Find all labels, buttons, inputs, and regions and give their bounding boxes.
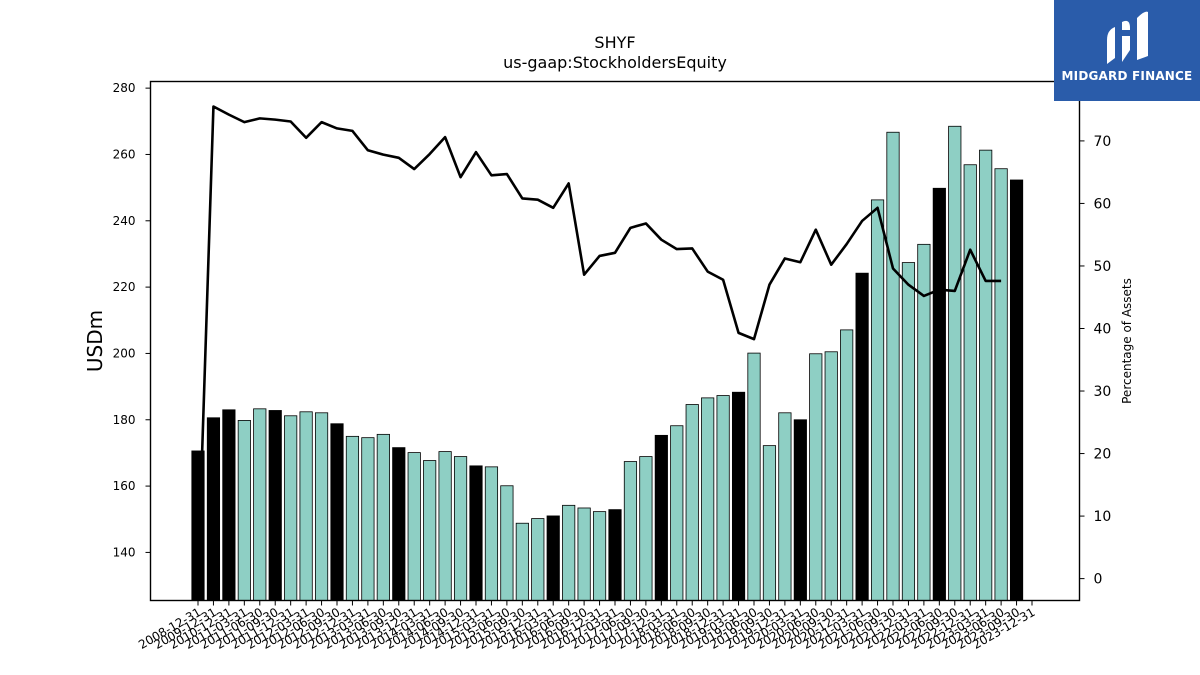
bar xyxy=(206,417,221,601)
bar xyxy=(1009,179,1024,601)
y-axis-right: 0 10 20 30 40 50 60 70 xyxy=(1079,134,1112,588)
y-axis-left: 140 160 180 200 220 240 260 280 xyxy=(113,81,151,559)
bar xyxy=(376,433,390,601)
bar xyxy=(901,262,916,601)
bar xyxy=(330,423,344,601)
bar xyxy=(608,509,622,601)
bar xyxy=(592,511,607,601)
y-axis-label: USDm xyxy=(83,310,107,372)
bar xyxy=(423,460,437,601)
line-path xyxy=(196,105,1002,579)
chart-subtitle: us-gaap:StockholdersEquity xyxy=(503,53,727,72)
bar xyxy=(855,272,869,601)
bar xyxy=(870,199,885,601)
y-tick-label: 220 xyxy=(113,280,136,294)
y2-tick-label: 20 xyxy=(1094,447,1112,463)
y2-tick-label: 0 xyxy=(1094,572,1103,588)
y2-tick-label: 70 xyxy=(1094,134,1112,150)
bar xyxy=(237,420,251,601)
y-tick-label: 280 xyxy=(113,81,136,95)
bar xyxy=(793,419,807,601)
bar xyxy=(453,456,468,601)
bar xyxy=(840,329,854,601)
y-tick-label: 180 xyxy=(113,413,136,427)
bar xyxy=(932,187,946,601)
bar xyxy=(685,404,699,601)
bar xyxy=(639,456,653,601)
bar xyxy=(253,408,267,601)
bar xyxy=(623,461,638,601)
bar xyxy=(778,412,792,601)
y-tick-label: 260 xyxy=(113,147,136,161)
bar xyxy=(701,397,715,601)
bar xyxy=(994,168,1008,601)
bar xyxy=(762,445,777,601)
bar xyxy=(824,351,838,601)
y2-axis-label: Percentage of Assets xyxy=(1120,278,1134,404)
bar xyxy=(392,447,406,601)
y2-tick-label: 40 xyxy=(1094,321,1112,337)
logo-mark-icon xyxy=(1107,11,1148,64)
bar xyxy=(917,243,931,601)
bar xyxy=(407,452,421,601)
bar xyxy=(484,466,499,601)
bar xyxy=(361,437,375,601)
bar xyxy=(716,395,730,601)
y-tick-label: 140 xyxy=(113,545,136,559)
bar xyxy=(284,415,298,601)
bar xyxy=(500,485,514,601)
bar xyxy=(886,131,900,601)
bar-series xyxy=(191,125,1024,601)
y2-tick-label: 50 xyxy=(1094,259,1112,275)
bar xyxy=(731,391,746,601)
bar xyxy=(577,507,591,601)
x-axis: 2008-12-312009-12-312010-12-312011-03-31… xyxy=(136,600,1038,652)
bar xyxy=(948,125,962,601)
bar xyxy=(809,353,823,601)
midgard-finance-logo: MIDGARD FINANCE xyxy=(1054,0,1200,101)
bar xyxy=(515,522,529,601)
chart-title: SHYF xyxy=(594,33,635,52)
bar xyxy=(562,504,576,601)
bar xyxy=(314,412,329,601)
bar xyxy=(469,465,483,601)
y2-tick-label: 60 xyxy=(1094,196,1112,212)
line-series xyxy=(196,105,1002,579)
y-tick-label: 240 xyxy=(113,214,136,228)
y-tick-label: 200 xyxy=(113,346,136,360)
bar xyxy=(299,411,313,601)
logo-text: MIDGARD FINANCE xyxy=(1061,69,1193,83)
bar xyxy=(654,434,668,601)
y-tick-label: 160 xyxy=(113,479,136,493)
y2-tick-label: 10 xyxy=(1094,509,1112,525)
bar xyxy=(963,164,977,601)
bar xyxy=(345,435,360,601)
bar xyxy=(670,425,684,601)
bar xyxy=(268,410,282,601)
bar xyxy=(222,409,236,601)
bar xyxy=(979,149,993,601)
bar xyxy=(531,518,545,601)
y2-tick-label: 30 xyxy=(1094,384,1112,400)
bar xyxy=(438,451,452,601)
bar xyxy=(747,352,761,601)
bar xyxy=(546,515,560,601)
